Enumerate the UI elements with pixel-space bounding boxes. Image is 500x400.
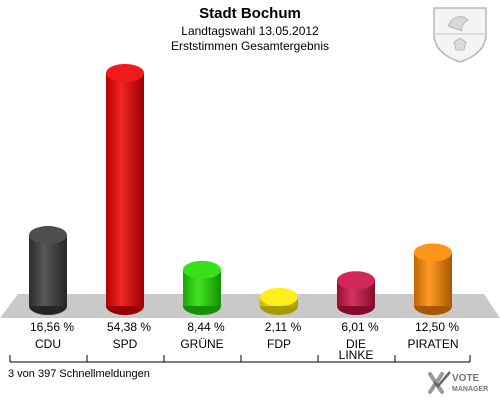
bar-grüne — [183, 260, 221, 315]
bar-piraten — [414, 243, 452, 315]
coat-of-arms-icon — [433, 7, 487, 63]
category-label-grüne: GRÜNE — [180, 337, 223, 351]
category-label-die-linke-2: LINKE — [339, 348, 374, 362]
category-label-spd: SPD — [113, 337, 138, 351]
category-label-piraten: PIRATEN — [407, 337, 458, 351]
category-label-cdu: CDU — [35, 337, 61, 351]
bar-spd — [106, 64, 144, 315]
chart-title: Stadt Bochum — [199, 5, 301, 22]
value-label-die-linke: 6,01 % — [341, 320, 379, 334]
value-label-piraten: 12,50 % — [415, 320, 459, 334]
bar-die-linke — [337, 271, 375, 315]
chart-subtitle-result: Erststimmen Gesamtergebnis — [170, 39, 330, 53]
vote-manager-logo: VOTE MANAGER — [428, 371, 488, 394]
bar-cdu — [29, 226, 67, 315]
value-label-grüne: 8,44 % — [187, 320, 225, 334]
chart-subtitle-election: Landtagswahl 13.05.2012 — [181, 24, 319, 38]
value-label-fdp: 2,11 % — [265, 320, 302, 334]
logo-manager-text: MANAGER — [452, 386, 488, 393]
category-label-fdp: FDP — [267, 337, 291, 351]
value-label-cdu: 16,56 % — [30, 320, 74, 334]
status-footer: 3 von 397 Schnellmeldungen — [8, 368, 150, 380]
category-label-die-linke-1: DIE — [346, 337, 366, 351]
value-label-spd: 54,38 % — [107, 320, 151, 334]
bar-fdp — [260, 287, 298, 315]
logo-vote-text: VOTE — [452, 373, 480, 384]
